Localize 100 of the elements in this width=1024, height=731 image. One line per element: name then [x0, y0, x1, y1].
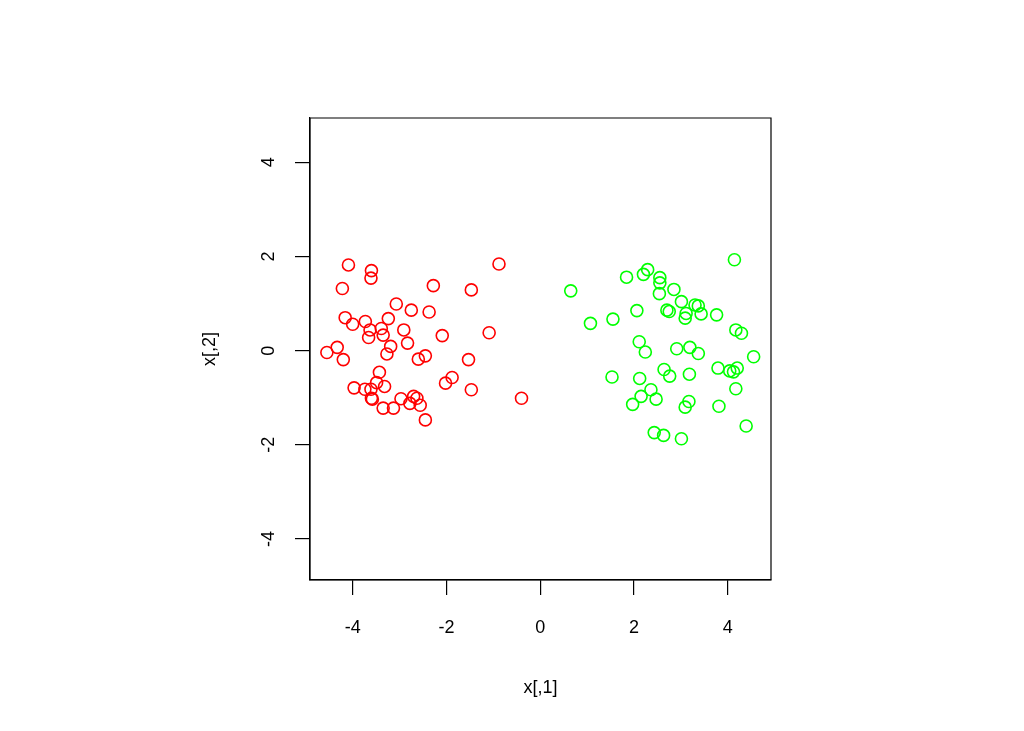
point — [638, 345, 653, 359]
point — [418, 413, 433, 427]
point — [397, 323, 411, 337]
x-tick-label: 2 — [629, 616, 640, 637]
point — [656, 428, 671, 443]
point — [345, 317, 360, 332]
point — [394, 391, 408, 406]
point — [336, 352, 351, 367]
y-tick-label: -2 — [257, 436, 278, 453]
point — [358, 314, 373, 329]
point — [369, 375, 384, 390]
point — [625, 397, 640, 412]
point — [722, 364, 737, 378]
point — [411, 352, 426, 366]
point — [422, 305, 436, 319]
point — [694, 307, 708, 321]
point — [649, 392, 663, 406]
point — [644, 382, 658, 397]
point — [335, 281, 350, 296]
point — [674, 294, 689, 309]
point — [386, 401, 401, 415]
point — [688, 298, 702, 312]
point — [734, 326, 749, 341]
point — [679, 306, 693, 321]
point — [662, 369, 677, 383]
x-tick-label: -2 — [438, 616, 455, 637]
point — [583, 316, 598, 331]
x-tick-label: -4 — [344, 616, 361, 637]
point — [619, 270, 634, 284]
point — [413, 398, 428, 413]
point — [461, 352, 476, 367]
point — [640, 262, 655, 277]
point — [636, 267, 651, 282]
point — [653, 276, 667, 290]
point — [711, 361, 725, 375]
point — [605, 370, 619, 384]
point — [606, 312, 620, 326]
x-tick-label: 4 — [722, 616, 733, 637]
point — [374, 321, 389, 336]
point — [667, 282, 681, 297]
point — [674, 431, 689, 446]
x-tick-label: 0 — [535, 616, 546, 637]
point — [634, 389, 648, 404]
point — [683, 340, 697, 355]
point — [669, 341, 684, 356]
point — [632, 371, 647, 386]
point — [400, 336, 415, 350]
point — [678, 311, 692, 325]
point — [330, 340, 344, 355]
point — [364, 382, 378, 397]
point — [563, 284, 578, 298]
point — [377, 379, 392, 394]
point — [376, 328, 390, 342]
point — [376, 401, 390, 415]
point — [729, 323, 743, 337]
point — [746, 349, 761, 364]
point — [691, 299, 706, 313]
point — [389, 297, 404, 311]
point — [657, 362, 671, 377]
y-axis-title: x[,2] — [198, 331, 219, 367]
point — [709, 308, 724, 322]
point — [632, 334, 647, 349]
point — [380, 347, 394, 361]
point — [338, 310, 352, 325]
point — [418, 349, 433, 363]
point — [739, 419, 753, 433]
point — [438, 376, 453, 390]
point — [682, 394, 696, 409]
point — [464, 283, 479, 297]
point — [403, 396, 417, 411]
point — [514, 391, 529, 406]
point — [678, 400, 692, 414]
y-tick-label: 4 — [257, 157, 278, 168]
point — [652, 286, 667, 301]
point — [482, 325, 496, 340]
point — [364, 271, 378, 285]
point — [404, 303, 419, 317]
point — [712, 399, 726, 414]
point — [372, 365, 387, 380]
point — [730, 361, 745, 375]
point — [647, 425, 662, 440]
point — [426, 278, 441, 293]
x-axis-title: x[,1] — [523, 677, 558, 698]
point — [410, 391, 424, 406]
point — [406, 389, 421, 404]
point — [630, 303, 644, 318]
point — [381, 311, 396, 326]
point — [364, 263, 379, 278]
point — [492, 257, 506, 271]
point — [691, 346, 706, 361]
point — [363, 323, 377, 337]
point — [358, 382, 372, 397]
point — [653, 270, 667, 285]
point — [682, 367, 697, 381]
point — [341, 258, 356, 272]
point — [383, 339, 398, 354]
point — [320, 345, 334, 360]
point — [464, 382, 479, 397]
point — [726, 365, 741, 379]
point — [435, 328, 450, 343]
